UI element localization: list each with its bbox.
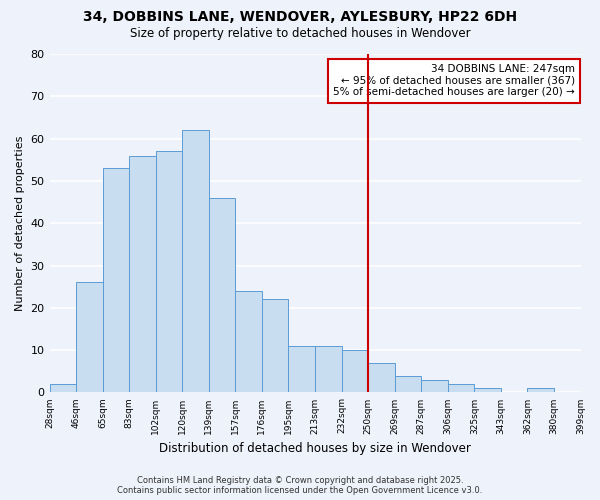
Bar [103, 168, 129, 392]
Bar [395, 376, 421, 392]
Bar [368, 363, 395, 392]
Bar [182, 130, 209, 392]
Bar [235, 291, 262, 392]
Bar [129, 156, 156, 392]
Bar [448, 384, 475, 392]
Text: 34, DOBBINS LANE, WENDOVER, AYLESBURY, HP22 6DH: 34, DOBBINS LANE, WENDOVER, AYLESBURY, H… [83, 10, 517, 24]
Y-axis label: Number of detached properties: Number of detached properties [15, 136, 25, 311]
Bar [527, 388, 554, 392]
Bar [262, 300, 289, 392]
Text: 34 DOBBINS LANE: 247sqm
← 95% of detached houses are smaller (367)
5% of semi-de: 34 DOBBINS LANE: 247sqm ← 95% of detache… [334, 64, 575, 98]
Bar [421, 380, 448, 392]
Bar [341, 350, 368, 393]
Bar [475, 388, 501, 392]
Bar [209, 198, 235, 392]
Text: Size of property relative to detached houses in Wendover: Size of property relative to detached ho… [130, 28, 470, 40]
Bar [76, 282, 103, 393]
Bar [156, 152, 182, 392]
Bar [289, 346, 315, 393]
Bar [315, 346, 341, 393]
Bar [50, 384, 76, 392]
X-axis label: Distribution of detached houses by size in Wendover: Distribution of detached houses by size … [159, 442, 471, 455]
Text: Contains HM Land Registry data © Crown copyright and database right 2025.
Contai: Contains HM Land Registry data © Crown c… [118, 476, 482, 495]
